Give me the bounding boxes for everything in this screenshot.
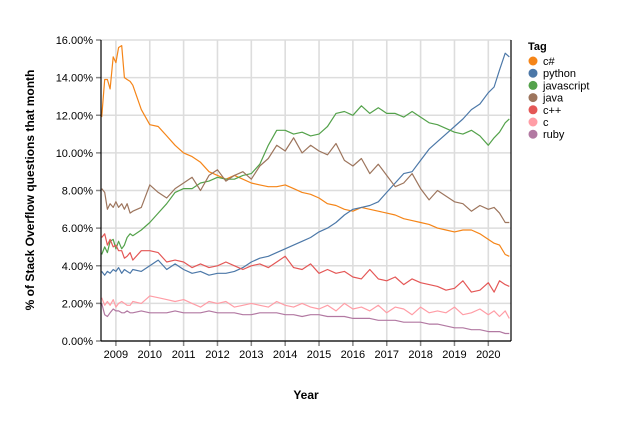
series-line-c [101, 295, 510, 319]
y-tick-label: 2.00% [62, 298, 93, 310]
x-axis-title: Year [293, 388, 319, 402]
series-line-python [101, 52, 510, 276]
x-tick-label: 2010 [138, 349, 162, 361]
y-tick-label: 12.00% [56, 110, 94, 122]
series-lines [101, 44, 510, 335]
y-tick-label: 4.00% [62, 261, 93, 273]
y-tick-label: 10.00% [56, 148, 94, 160]
legend-swatch-icon [528, 68, 538, 78]
legend-item-label: python [543, 68, 576, 80]
series-line-java [101, 137, 510, 224]
legend-swatch-icon [528, 56, 538, 66]
series-line-csharp [101, 44, 510, 257]
x-tick-label: 2014 [273, 349, 297, 361]
legend-swatch-icon [528, 117, 538, 127]
series-line-ruby [101, 303, 510, 335]
legend-item-label: c# [543, 56, 556, 68]
legend-item-label: javascript [542, 80, 589, 92]
series-line-cpp [101, 233, 510, 293]
legend-item-label: java [542, 93, 564, 105]
y-tick-label: 14.00% [56, 73, 94, 85]
y-tick-label: 0.00% [62, 336, 93, 348]
x-tick-label: 2015 [307, 349, 331, 361]
legend-swatch-icon [528, 80, 538, 90]
x-tick-label: 2018 [408, 349, 432, 361]
legend-title: Tag [528, 41, 547, 53]
series-line-javascript [101, 105, 510, 255]
x-tick-label: 2019 [442, 349, 466, 361]
y-tick-label: 16.00% [56, 35, 94, 47]
y-axis-title: % of Stack Overflow questions that month [23, 70, 37, 311]
x-tick-label: 2013 [239, 349, 263, 361]
legend-item-label: c++ [543, 105, 561, 117]
legend-item-label: c [543, 117, 549, 129]
x-tick-label: 2012 [205, 349, 229, 361]
x-tick-label: 2017 [375, 349, 399, 361]
grid-lines [101, 39, 511, 342]
legend-swatch-icon [528, 105, 538, 115]
y-tick-label: 8.00% [62, 186, 93, 198]
y-tick-label: 6.00% [62, 223, 93, 235]
legend-swatch-icon [528, 93, 538, 103]
x-tick-label: 2020 [476, 349, 500, 361]
x-tick-label: 2009 [104, 349, 128, 361]
x-tick-label: 2011 [172, 349, 196, 361]
x-tick-label: 2016 [341, 349, 365, 361]
legend-item-label: ruby [543, 129, 565, 141]
legend-swatch-icon [528, 129, 538, 139]
axes: 0.00% 2.00% 4.00% 6.00% 8.00% 10.00% 12.00% 14.… [56, 35, 512, 361]
